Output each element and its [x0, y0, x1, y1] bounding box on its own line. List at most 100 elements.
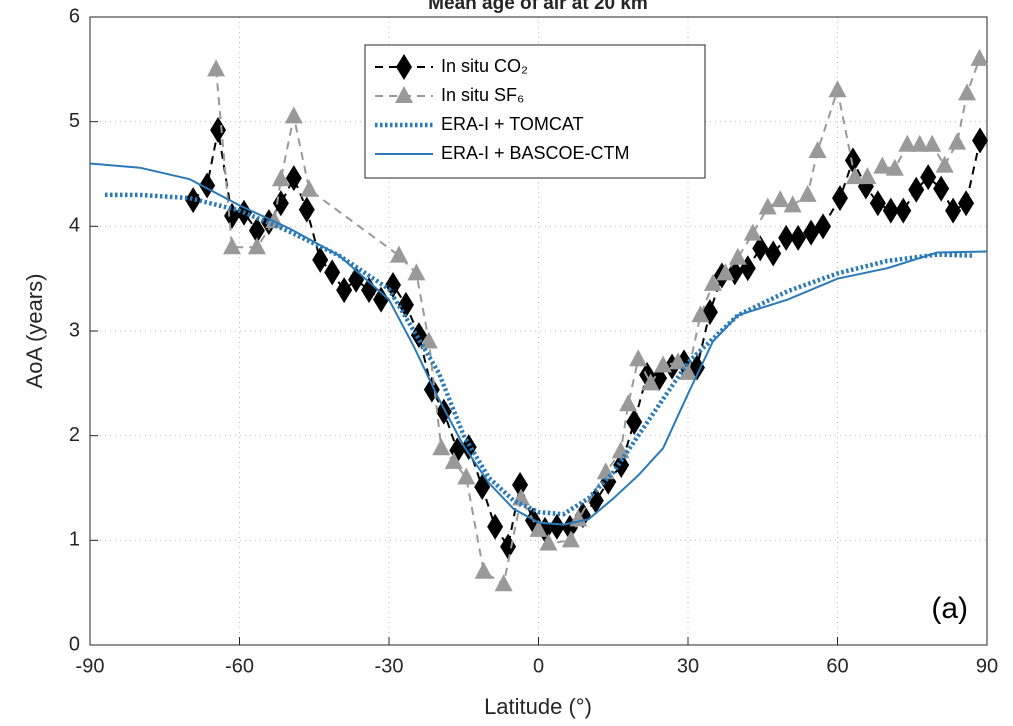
triangle-marker — [271, 169, 290, 187]
diamond-marker — [512, 471, 529, 498]
y-tick-label: 5 — [69, 110, 80, 132]
y-tick-label: 0 — [69, 633, 80, 655]
triangle-marker — [611, 441, 630, 459]
triangle-marker — [494, 574, 513, 592]
triangle-marker — [444, 451, 463, 469]
triangle-marker — [457, 467, 476, 485]
triangle-marker — [284, 106, 303, 124]
legend-label: ERA-I + TOMCAT — [441, 114, 584, 134]
diamond-marker — [945, 197, 962, 224]
diamond-marker — [361, 277, 378, 304]
diamond-marker — [831, 185, 848, 212]
triangle-marker — [771, 190, 790, 208]
triangle-marker — [654, 355, 673, 373]
triangle-marker — [935, 155, 954, 173]
triangle-marker — [395, 86, 413, 103]
triangle-marker — [207, 59, 226, 77]
triangle-marker — [743, 223, 762, 241]
y-tick-label: 6 — [69, 5, 80, 27]
annotation: (a) — [931, 592, 968, 625]
diamond-marker — [298, 196, 315, 223]
triangle-marker — [885, 158, 904, 176]
triangle-marker — [561, 530, 580, 548]
triangle-marker — [223, 237, 242, 255]
diamond-marker — [908, 176, 925, 203]
series-line — [105, 192, 973, 517]
y-tick-label: 2 — [69, 424, 80, 446]
triangle-marker — [432, 438, 451, 456]
triangle-marker — [845, 167, 864, 185]
triangle-marker — [970, 48, 989, 66]
plot-frame — [89, 16, 988, 646]
diamond-marker — [199, 172, 216, 199]
diamond-marker — [920, 164, 937, 191]
x-tick-label: -90 — [76, 655, 105, 677]
triangle-marker — [300, 179, 319, 197]
diamond-marker — [882, 197, 899, 224]
diamond-marker — [869, 190, 886, 217]
triangle-marker — [247, 237, 266, 255]
triangle-marker — [529, 519, 548, 537]
diamond-marker — [384, 271, 401, 298]
diamond-marker — [626, 409, 643, 436]
triangle-marker — [716, 263, 735, 281]
legend-label: In situ CO₂ — [441, 56, 528, 76]
y-tick-label: 3 — [69, 319, 80, 341]
triangle-marker — [474, 561, 493, 579]
diamond-marker — [752, 235, 769, 262]
diamond-marker — [895, 197, 912, 224]
diamond-marker — [803, 219, 820, 246]
legend-label: In situ SF₆ — [441, 85, 524, 105]
triangle-marker — [783, 195, 802, 213]
x-tick-label: 30 — [677, 655, 699, 677]
diamond-marker — [324, 259, 341, 286]
diamond-marker — [933, 175, 950, 202]
legend-label: ERA-I + BASCOE-CTM — [441, 143, 630, 163]
x-tick-label: -30 — [375, 655, 404, 677]
diamond-marker — [373, 286, 390, 313]
x-tick-label: 90 — [976, 655, 998, 677]
triangle-marker — [679, 362, 697, 380]
triangle-marker — [669, 352, 688, 370]
series-line — [89, 162, 988, 526]
triangle-marker — [923, 134, 942, 152]
triangle-marker — [539, 533, 558, 551]
triangle-marker — [828, 80, 847, 98]
triangle-marker — [958, 83, 977, 101]
diamond-marker — [272, 190, 289, 217]
x-tick-label: -60 — [225, 655, 254, 677]
diamond-marker — [500, 533, 517, 560]
diamond-marker — [815, 213, 832, 240]
triangle-marker — [703, 273, 722, 291]
triangle-marker — [629, 349, 648, 367]
chart-title: Mean age of air at 20 km — [428, 0, 648, 14]
triangle-marker — [910, 134, 929, 152]
diamond-marker — [312, 246, 329, 273]
diamond-marker — [396, 54, 412, 80]
triangle-marker — [389, 245, 408, 263]
diamond-marker — [765, 240, 782, 267]
x-tick-label: 0 — [533, 655, 544, 677]
triangle-marker — [728, 247, 747, 265]
triangle-marker — [691, 305, 710, 323]
diamond-marker — [336, 277, 353, 304]
triangle-marker — [898, 134, 917, 152]
triangle-marker — [948, 132, 967, 150]
triangle-marker — [641, 373, 660, 391]
diamond-marker — [844, 147, 861, 174]
triangle-marker — [873, 156, 892, 174]
y-tick-label: 4 — [69, 215, 80, 237]
diamond-marker — [972, 127, 989, 154]
diamond-marker — [210, 117, 227, 144]
diamond-marker — [958, 190, 975, 217]
y-axis-label: AoA (years) — [22, 274, 47, 389]
triangle-marker — [619, 394, 638, 412]
triangle-marker — [758, 197, 777, 215]
diamond-marker — [778, 224, 795, 251]
x-axis-label: Latitude (°) — [484, 694, 592, 719]
diamond-marker — [613, 451, 630, 478]
y-tick-label: 1 — [69, 529, 80, 551]
diamond-marker — [548, 513, 565, 540]
diamond-marker — [285, 165, 302, 192]
